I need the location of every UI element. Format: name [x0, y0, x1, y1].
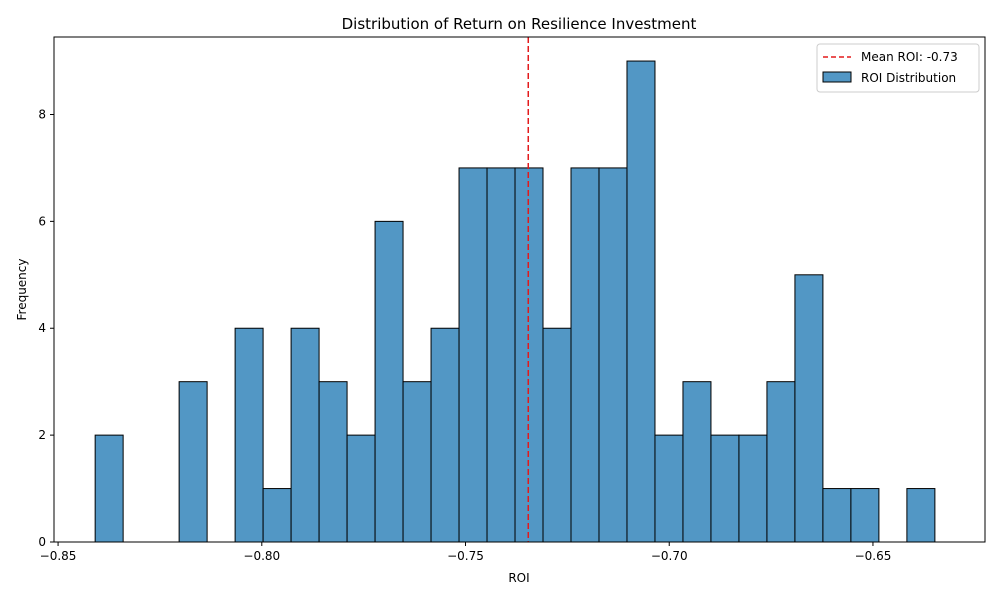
bars-layer	[94, 60, 936, 543]
histogram-bar	[906, 488, 936, 543]
y-axis: 0 2 4 6 8	[38, 107, 54, 549]
histogram-bar	[318, 381, 348, 543]
x-tick-label: −0.80	[243, 549, 280, 563]
histogram-bar	[234, 327, 264, 543]
histogram-bar	[654, 434, 684, 543]
x-tick-label: −0.70	[651, 549, 688, 563]
x-axis-title: ROI	[508, 571, 529, 585]
y-tick-label: 6	[38, 214, 46, 228]
legend-box	[816, 43, 980, 93]
histogram-bar	[486, 167, 516, 543]
histogram-bar	[514, 167, 544, 543]
histogram-bar	[262, 488, 292, 543]
histogram-bar	[598, 167, 628, 543]
plot-frame	[53, 36, 986, 543]
y-tick-label: 8	[38, 107, 46, 121]
x-tick-label: −0.65	[855, 549, 892, 563]
histogram-bar	[290, 327, 320, 543]
legend-mean-label: Mean ROI: -0.73	[861, 50, 958, 64]
histogram-bar	[738, 434, 768, 543]
y-tick-label: 4	[38, 321, 46, 335]
legend-hist-label: ROI Distribution	[861, 71, 956, 85]
y-tick-label: 2	[38, 428, 46, 442]
histogram-bar	[626, 60, 656, 543]
histogram-bar	[346, 434, 376, 543]
histogram-bar	[458, 167, 488, 543]
histogram-bar	[570, 167, 600, 543]
histogram-bar	[430, 327, 460, 543]
histogram-bar	[850, 488, 880, 543]
x-axis: −0.85 −0.80 −0.75 −0.70 −0.65	[40, 542, 892, 563]
histogram-bar	[374, 220, 404, 543]
histogram-bar	[822, 488, 852, 543]
x-tick-label: −0.85	[40, 549, 77, 563]
histogram-bar	[178, 381, 208, 543]
histogram-bar	[94, 434, 124, 543]
y-axis-title: Frequency	[15, 259, 29, 321]
histogram-bar	[542, 327, 572, 543]
legend: Mean ROI: -0.73 ROI Distribution	[816, 43, 980, 93]
chart-title: Distribution of Return on Resilience Inv…	[342, 15, 697, 33]
histogram-bar	[710, 434, 740, 543]
histogram-bar	[682, 381, 712, 543]
histogram-bar	[766, 381, 796, 543]
legend-hist-swatch	[822, 71, 852, 83]
histogram-bar	[794, 274, 824, 543]
x-tick-label: −0.75	[447, 549, 484, 563]
y-tick-label: 0	[38, 535, 46, 549]
histogram-bar	[402, 381, 432, 543]
